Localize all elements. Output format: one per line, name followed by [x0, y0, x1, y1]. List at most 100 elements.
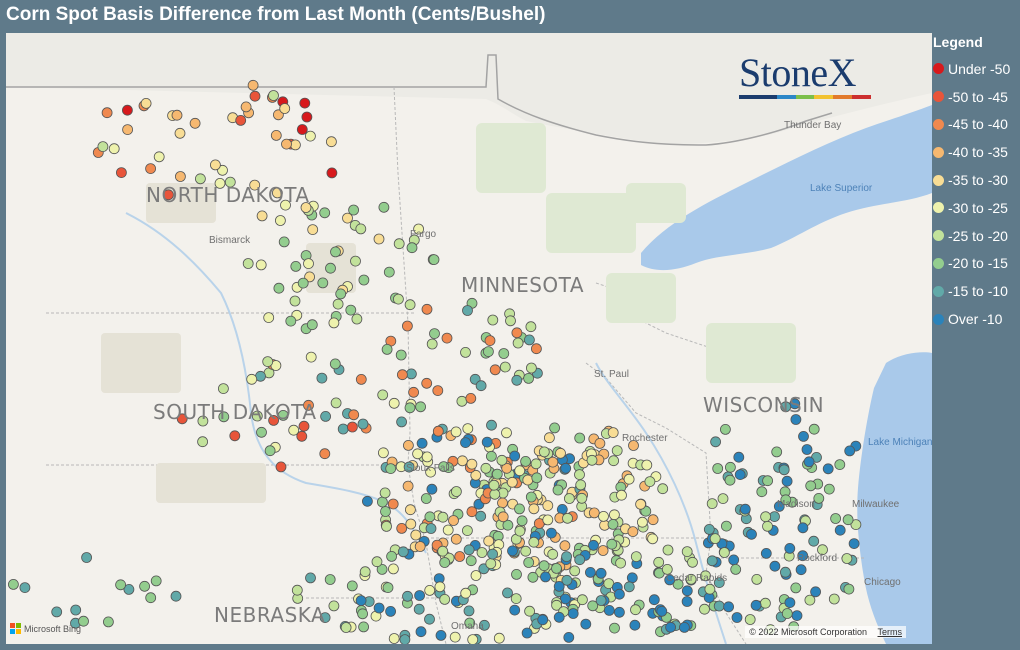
basis-point[interactable]	[496, 454, 508, 466]
basis-point[interactable]	[414, 541, 426, 552]
basis-point[interactable]	[528, 503, 540, 515]
basis-point[interactable]	[512, 337, 524, 349]
basis-point[interactable]	[319, 612, 331, 623]
basis-point[interactable]	[501, 462, 513, 474]
basis-point[interactable]	[448, 515, 459, 526]
basis-point[interactable]	[97, 141, 109, 152]
basis-point[interactable]	[476, 547, 488, 558]
basis-point[interactable]	[628, 440, 639, 451]
basis-point[interactable]	[780, 494, 792, 506]
basis-point[interactable]	[401, 320, 413, 332]
basis-point[interactable]	[176, 413, 188, 425]
basis-point[interactable]	[470, 570, 482, 581]
basis-point[interactable]	[145, 592, 157, 604]
basis-point[interactable]	[297, 277, 309, 289]
basis-point[interactable]	[420, 493, 432, 504]
basis-point[interactable]	[359, 566, 371, 578]
basis-point[interactable]	[525, 321, 537, 333]
basis-point[interactable]	[685, 573, 697, 585]
basis-point[interactable]	[278, 236, 290, 248]
basis-point[interactable]	[552, 484, 564, 496]
basis-point[interactable]	[567, 608, 579, 619]
basis-point[interactable]	[516, 515, 528, 527]
basis-point[interactable]	[848, 538, 860, 550]
basis-point[interactable]	[728, 554, 740, 566]
basis-point[interactable]	[170, 590, 182, 602]
basis-point[interactable]	[687, 556, 698, 568]
basis-point[interactable]	[268, 90, 279, 101]
basis-point[interactable]	[538, 560, 550, 572]
basis-point[interactable]	[329, 358, 341, 370]
basis-point[interactable]	[771, 446, 783, 458]
basis-point[interactable]	[101, 107, 113, 119]
basis-point[interactable]	[487, 314, 499, 326]
basis-point[interactable]	[273, 282, 285, 294]
basis-point[interactable]	[791, 610, 803, 621]
basis-point[interactable]	[481, 436, 493, 448]
basis-point[interactable]	[464, 617, 476, 629]
basis-point[interactable]	[615, 557, 626, 569]
basis-point[interactable]	[396, 416, 408, 428]
basis-point[interactable]	[623, 581, 635, 593]
basis-point[interactable]	[586, 454, 598, 466]
basis-point[interactable]	[296, 124, 308, 135]
basis-point[interactable]	[346, 421, 358, 433]
basis-point[interactable]	[174, 127, 186, 139]
basis-point[interactable]	[644, 476, 656, 488]
basis-point[interactable]	[797, 522, 809, 534]
basis-point[interactable]	[140, 98, 152, 109]
basis-point[interactable]	[373, 602, 385, 614]
basis-point[interactable]	[421, 303, 433, 315]
basis-point[interactable]	[350, 255, 361, 267]
basis-point[interactable]	[559, 540, 571, 552]
basis-point[interactable]	[355, 595, 367, 606]
basis-point[interactable]	[574, 554, 586, 566]
basis-point[interactable]	[537, 614, 549, 626]
basis-point[interactable]	[376, 496, 388, 508]
basis-point[interactable]	[404, 402, 416, 414]
basis-point[interactable]	[426, 338, 438, 350]
basis-point[interactable]	[538, 446, 550, 458]
basis-point[interactable]	[751, 574, 763, 585]
basis-point[interactable]	[608, 455, 619, 467]
legend-item[interactable]: -20 to -15	[933, 250, 1019, 278]
basis-point[interactable]	[434, 581, 446, 593]
basis-point[interactable]	[540, 571, 551, 583]
basis-point[interactable]	[461, 525, 473, 537]
basis-point[interactable]	[425, 523, 437, 534]
basis-point[interactable]	[429, 328, 440, 340]
basis-point[interactable]	[81, 552, 92, 563]
basis-point[interactable]	[413, 603, 425, 615]
basis-point[interactable]	[478, 619, 490, 631]
basis-point[interactable]	[361, 495, 373, 507]
basis-point[interactable]	[303, 258, 314, 270]
basis-point[interactable]	[162, 189, 174, 201]
basis-point[interactable]	[240, 101, 252, 113]
basis-point[interactable]	[424, 613, 435, 625]
basis-point[interactable]	[404, 504, 416, 516]
basis-point[interactable]	[808, 423, 820, 435]
basis-point[interactable]	[108, 143, 120, 155]
basis-point[interactable]	[527, 571, 539, 583]
basis-point[interactable]	[289, 139, 301, 151]
basis-point[interactable]	[153, 151, 165, 163]
basis-point[interactable]	[299, 97, 311, 109]
basis-point[interactable]	[145, 163, 157, 175]
basis-point[interactable]	[415, 401, 427, 413]
basis-point[interactable]	[760, 511, 771, 523]
basis-point[interactable]	[462, 305, 473, 316]
basis-point[interactable]	[405, 368, 417, 380]
basis-point[interactable]	[542, 500, 554, 512]
basis-point[interactable]	[280, 199, 291, 211]
basis-point[interactable]	[346, 580, 358, 592]
basis-point[interactable]	[421, 377, 433, 389]
basis-point[interactable]	[454, 551, 466, 562]
basis-point[interactable]	[744, 614, 756, 625]
basis-point[interactable]	[520, 545, 532, 557]
basis-point[interactable]	[588, 507, 600, 519]
basis-point[interactable]	[378, 201, 390, 213]
basis-point[interactable]	[425, 466, 437, 478]
basis-point[interactable]	[575, 479, 587, 491]
basis-point[interactable]	[653, 556, 665, 568]
basis-point[interactable]	[466, 506, 478, 518]
